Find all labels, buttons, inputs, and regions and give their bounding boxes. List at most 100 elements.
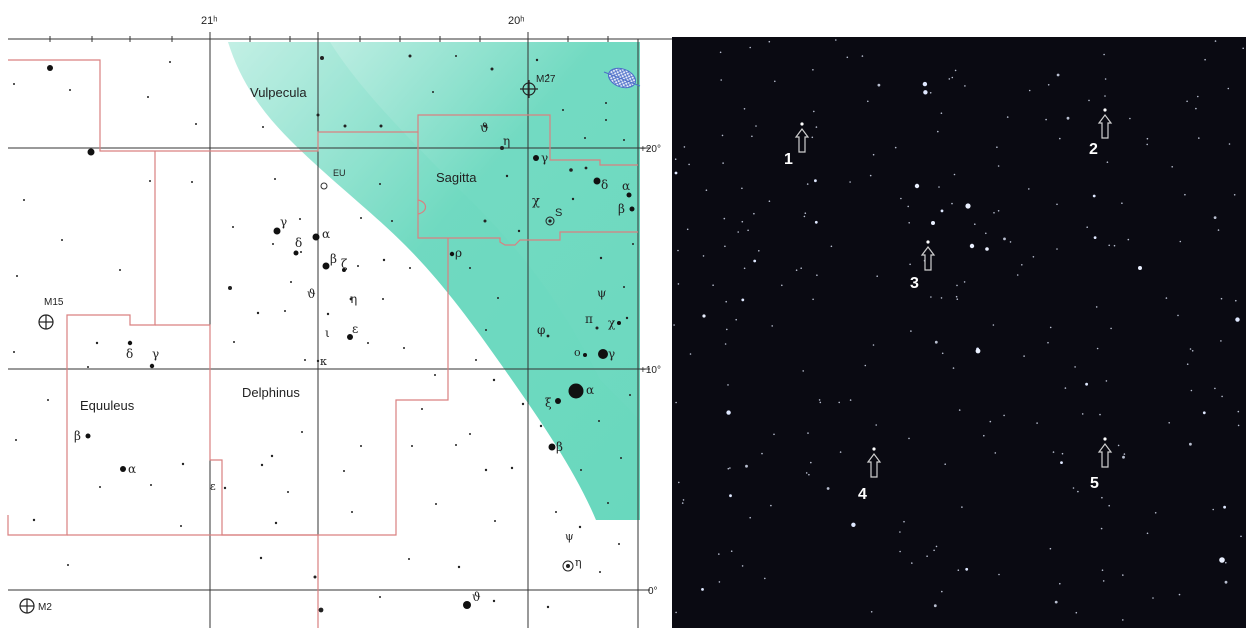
- photo-star: [1081, 413, 1084, 415]
- photo-star: [941, 590, 943, 593]
- photo-star: [1061, 452, 1064, 455]
- photo-star: [806, 183, 809, 185]
- photo-star: [1184, 193, 1186, 196]
- photo-star: [811, 136, 814, 139]
- photo-star: [741, 565, 744, 567]
- photo-star: [673, 324, 675, 326]
- photo-star: [941, 352, 944, 355]
- photo-star: [1028, 188, 1030, 190]
- photo-star: [1108, 504, 1110, 507]
- photo-star: [768, 40, 771, 43]
- photo-star: [894, 146, 897, 149]
- star-chi-aql: [617, 321, 621, 325]
- photo-star: [1146, 137, 1149, 140]
- label-kappa-del: κ: [320, 355, 327, 368]
- photo-star: [1066, 116, 1070, 120]
- marker-4-star: [872, 447, 876, 451]
- photo-star: [743, 267, 746, 270]
- photo-star: [954, 69, 957, 72]
- photo-star: [755, 125, 757, 127]
- m27-label: M27: [536, 74, 556, 85]
- ra-label-20h: 20ʰ: [508, 15, 524, 27]
- photo-star: [849, 181, 851, 183]
- photo-star: [745, 464, 748, 468]
- photo-star: [1086, 226, 1088, 228]
- photo-star: [903, 520, 905, 523]
- photo-star: [835, 39, 837, 41]
- constellation-boundaries: [7, 59, 638, 628]
- photo-star: [802, 370, 804, 372]
- coordinate-grid: [8, 32, 672, 628]
- photo-star: [1016, 274, 1019, 276]
- photo-star: [938, 186, 940, 188]
- photo-star: [1165, 297, 1168, 299]
- label-zeta-del: ζ: [341, 257, 348, 271]
- star-field-photo-panel: 1 2 3 4 5: [672, 0, 1246, 628]
- photo-star: [1191, 350, 1194, 352]
- photo-bright-star: [702, 314, 706, 318]
- photo-star: [1100, 527, 1103, 530]
- marker-5-label: 5: [1090, 475, 1099, 492]
- photo-star: [1095, 306, 1098, 308]
- photo-star: [1060, 461, 1063, 464]
- photo-star: [899, 531, 901, 533]
- photo-bright-star: [931, 221, 935, 225]
- photo-star: [957, 569, 960, 571]
- photo-star: [1059, 137, 1061, 140]
- photo-star: [955, 295, 958, 298]
- star-beta-del: [322, 262, 330, 270]
- photo-star: [907, 205, 909, 208]
- photo-star: [1056, 73, 1060, 77]
- photo-star: [1104, 95, 1106, 97]
- photo-star: [993, 212, 995, 214]
- label-beta-aql: β: [556, 440, 563, 454]
- marker-1-arrow: [794, 128, 810, 153]
- photo-star: [869, 174, 872, 177]
- photo-star: [808, 473, 810, 476]
- photo-star: [741, 220, 744, 223]
- photo-star: [1102, 580, 1105, 582]
- photo-star: [718, 581, 721, 583]
- photo-star: [997, 165, 1000, 167]
- photo-star: [1103, 53, 1105, 56]
- photo-star: [686, 228, 689, 231]
- label-phi-aql: φ: [537, 323, 545, 337]
- milky-way-glow: [228, 42, 640, 520]
- photo-star: [1225, 561, 1227, 564]
- label-rho-aql: ρ: [455, 246, 462, 260]
- photo-star: [1108, 244, 1110, 247]
- photo-star: [761, 452, 763, 455]
- photo-star: [963, 281, 966, 283]
- photo-star: [956, 284, 958, 287]
- star-beta-equ: [85, 433, 91, 439]
- photo-star: [677, 249, 679, 252]
- star-gamma-aql: [598, 349, 608, 359]
- photo-star: [818, 399, 821, 401]
- eu-variable-symbol: [320, 182, 328, 190]
- photo-bright-star: [965, 203, 971, 209]
- star-gamma-del: [273, 227, 281, 235]
- photo-star: [781, 284, 783, 287]
- constellation-equuleus: Equuleus: [80, 398, 135, 413]
- photo-star: [983, 434, 985, 437]
- photo-star: [1235, 317, 1240, 322]
- star-xi-aql: [555, 398, 561, 404]
- photo-star: [810, 461, 812, 464]
- label-chi-aql: χ: [608, 316, 616, 330]
- photo-star: [1056, 203, 1058, 206]
- photo-star: [1202, 411, 1206, 415]
- label-gamma-del: γ: [280, 215, 287, 229]
- photo-star: [753, 212, 755, 215]
- photo-star: [956, 298, 959, 301]
- star-rho-aql: [449, 251, 455, 257]
- photo-star: [741, 187, 743, 190]
- photo-star: [951, 202, 953, 205]
- photo-star: [719, 51, 722, 54]
- photo-star: [940, 112, 943, 114]
- photo-star: [1186, 363, 1189, 366]
- photo-star: [1146, 143, 1148, 146]
- marker-1-star: [800, 122, 804, 126]
- photo-stars: [673, 39, 1244, 621]
- photo-star: [771, 325, 773, 327]
- m15-label: M15: [44, 297, 64, 308]
